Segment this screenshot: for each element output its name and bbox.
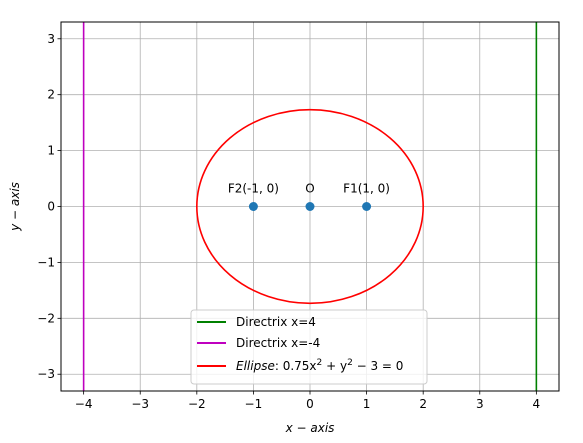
y-tick-label: 3 (47, 32, 55, 46)
point-marker (305, 202, 315, 211)
x-axis-label: x − axis (285, 421, 335, 435)
legend: Directrix x=4 Directrix x=-4 Ellipse: 0.… (190, 309, 428, 385)
legend-ellipse-sup2: 2 (347, 358, 353, 368)
y-tick-label: −1 (37, 255, 55, 269)
x-tick-label: −1 (245, 397, 263, 411)
ticks: −4 −3 −2 −1 0 1 2 3 4 −3 −2 −1 0 1 2 3 (37, 32, 540, 411)
legend-label-directrix-xm4: Directrix x=-4 (236, 336, 320, 350)
legend-ellipse-part2: + y (322, 359, 347, 373)
plot-area: F2(-1, 0) O F1(1, 0) (82, 22, 538, 391)
point-annotation: F2(-1, 0) (228, 182, 279, 196)
ellipse-curve (196, 108, 424, 305)
y-tick-label: 0 (47, 200, 55, 214)
legend-ellipse-part3: − 3 = 0 (353, 359, 404, 373)
point-marker (248, 202, 258, 211)
x-tick-label: 0 (306, 397, 314, 411)
x-tick-label: 1 (363, 397, 371, 411)
x-tick-label: 4 (533, 397, 541, 411)
y-tick-label: −3 (37, 367, 55, 381)
y-axis-label: y − axis (8, 182, 22, 232)
y-tick-label: −2 (37, 311, 55, 325)
x-tick-label: −2 (188, 397, 206, 411)
x-tick-label: 3 (476, 397, 484, 411)
legend-box (190, 309, 428, 385)
point-annotation: F1(1, 0) (343, 182, 390, 196)
point-annotation: O (305, 182, 314, 196)
x-tick-label: −3 (131, 397, 149, 411)
legend-label-directrix-x4: Directrix x=4 (236, 315, 316, 329)
legend-label-ellipse: Ellipse: 0.75x2 + y2 − 3 = 0 (236, 358, 403, 373)
y-tick-label: 1 (47, 144, 55, 158)
y-tick-label: 2 (47, 88, 55, 102)
x-tick-label: 2 (419, 397, 427, 411)
legend-ellipse-sup1: 2 (317, 358, 323, 368)
legend-ellipse-word: Ellipse (236, 359, 275, 373)
point-marker (362, 202, 372, 211)
x-tick-label: −4 (75, 397, 93, 411)
legend-ellipse-part1: : 0.75x (275, 359, 317, 373)
